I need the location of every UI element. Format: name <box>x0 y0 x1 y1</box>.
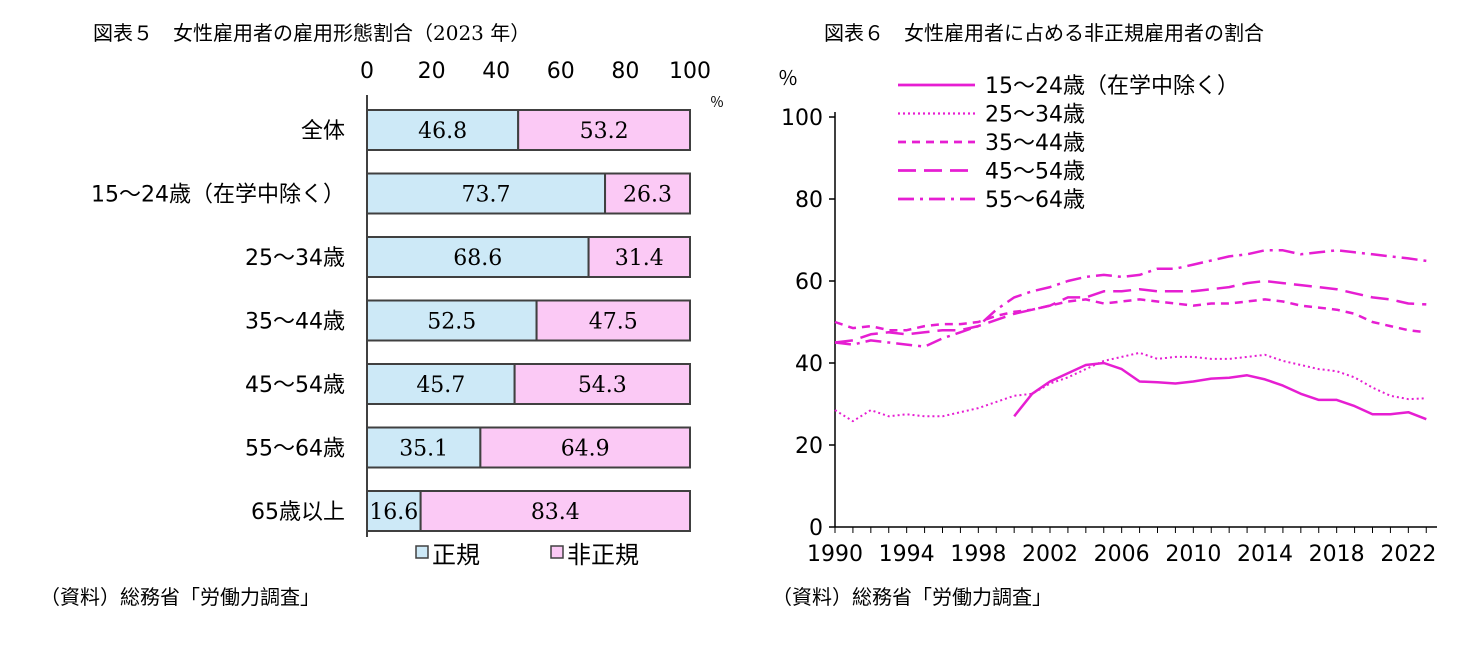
y-tick-label: 40 <box>795 352 823 377</box>
x-tick-label: 20 <box>418 59 446 84</box>
series-line <box>834 249 1427 348</box>
bar-data-label: 35.1 <box>399 437 448 462</box>
bar-data-label: 73.7 <box>462 183 511 208</box>
x-tick-label: 2010 <box>1165 542 1221 567</box>
y-tick-label: 0 <box>809 516 823 541</box>
category-label: 65歳以上 <box>251 500 345 525</box>
left-chart-title: 図表５ 女性雇用者の雇用形態割合（2023 年） <box>93 21 530 45</box>
y-tick-label: 20 <box>795 434 823 459</box>
bar-data-label: 52.5 <box>427 310 476 335</box>
bar-segment <box>366 172 607 215</box>
bar-data-label: 64.9 <box>561 437 610 462</box>
x-tick-label: 2022 <box>1380 542 1436 567</box>
bar-segment <box>513 363 692 405</box>
right-line-chart: 0 20 40 60 80 100 1990 1994 1998 2002 2006 2010 2014… <box>781 74 1437 567</box>
bar-data-label: 46.8 <box>418 119 467 144</box>
bar-segment <box>419 490 691 532</box>
legend-label: 非正規 <box>567 541 639 569</box>
bar-data-label: 54.3 <box>578 373 627 398</box>
left-source-note: （資料）総務省「労働力調査」 <box>40 585 320 609</box>
x-tick-label: 60 <box>547 59 575 84</box>
series-line <box>1013 361 1427 421</box>
category-label: 55～64歳 <box>245 437 345 462</box>
bar-segment <box>366 299 538 342</box>
category-label: 45～54歳 <box>245 373 345 398</box>
right-chart-title: 図表６ 女性雇用者に占める非正規雇用者の割合 <box>824 21 1264 45</box>
legend-label: 55～64歳 <box>985 188 1085 213</box>
x-tick-label: 40 <box>482 59 510 84</box>
x-tick-label: 80 <box>611 59 639 84</box>
category-label: 全体 <box>301 119 345 144</box>
left-bar-chart: 0 20 40 60 80 100 全体 46.8 53.2 15～24歳（在学中除く） 73.7 2… <box>91 59 711 569</box>
category-label: 35～44歳 <box>245 310 345 335</box>
y-tick-label: 80 <box>795 188 823 213</box>
left-unit-label: ％ <box>710 95 724 111</box>
category-label: 15～24歳（在学中除く） <box>91 183 345 208</box>
x-tick-label: 1994 <box>879 542 935 567</box>
series-line <box>834 279 1427 344</box>
bar-data-label: 26.3 <box>623 183 672 208</box>
bar-data-label: 68.6 <box>453 246 502 271</box>
bar-data-label: 47.5 <box>589 310 638 335</box>
legend-label: 25～34歳 <box>985 103 1085 128</box>
bar-data-label: 31.4 <box>615 246 664 271</box>
legend-label: 15～24歳（在学中除く） <box>985 74 1239 99</box>
bar-segment <box>366 236 590 278</box>
bar-data-label: 16.6 <box>369 500 418 525</box>
x-tick-label: 1990 <box>807 542 863 567</box>
bar-data-label: 53.2 <box>580 119 629 144</box>
x-tick-label: 2006 <box>1094 542 1150 567</box>
x-tick-label: 0 <box>360 59 374 84</box>
series-line <box>834 351 1427 423</box>
legend-label: 正規 <box>432 541 480 569</box>
x-tick-label: 100 <box>669 59 711 84</box>
bar-segment <box>366 490 422 532</box>
right-unit-label: ％ <box>778 66 798 90</box>
x-tick-label: 1998 <box>950 542 1006 567</box>
bar-segment <box>604 172 692 215</box>
bar-data-label: 45.7 <box>416 373 465 398</box>
legend-swatch <box>415 545 429 559</box>
legend-label: 45～54歳 <box>985 160 1085 185</box>
right-source-note: （資料）総務省「労働力調査」 <box>772 585 1052 609</box>
bar-segment <box>479 426 691 469</box>
bar-segment <box>535 299 692 342</box>
x-tick-label: 2018 <box>1309 542 1365 567</box>
legend-label: 35～44歳 <box>985 131 1085 156</box>
series-line <box>834 298 1427 334</box>
bar-data-label: 83.4 <box>531 500 580 525</box>
y-tick-label: 60 <box>795 270 823 295</box>
x-tick-label: 2002 <box>1022 542 1078 567</box>
bar-segment <box>587 236 691 278</box>
bar-segment <box>517 109 691 151</box>
legend-swatch <box>550 545 564 559</box>
category-label: 25～34歳 <box>245 246 345 271</box>
y-tick-label: 100 <box>781 106 823 131</box>
x-tick-label: 2014 <box>1237 542 1293 567</box>
